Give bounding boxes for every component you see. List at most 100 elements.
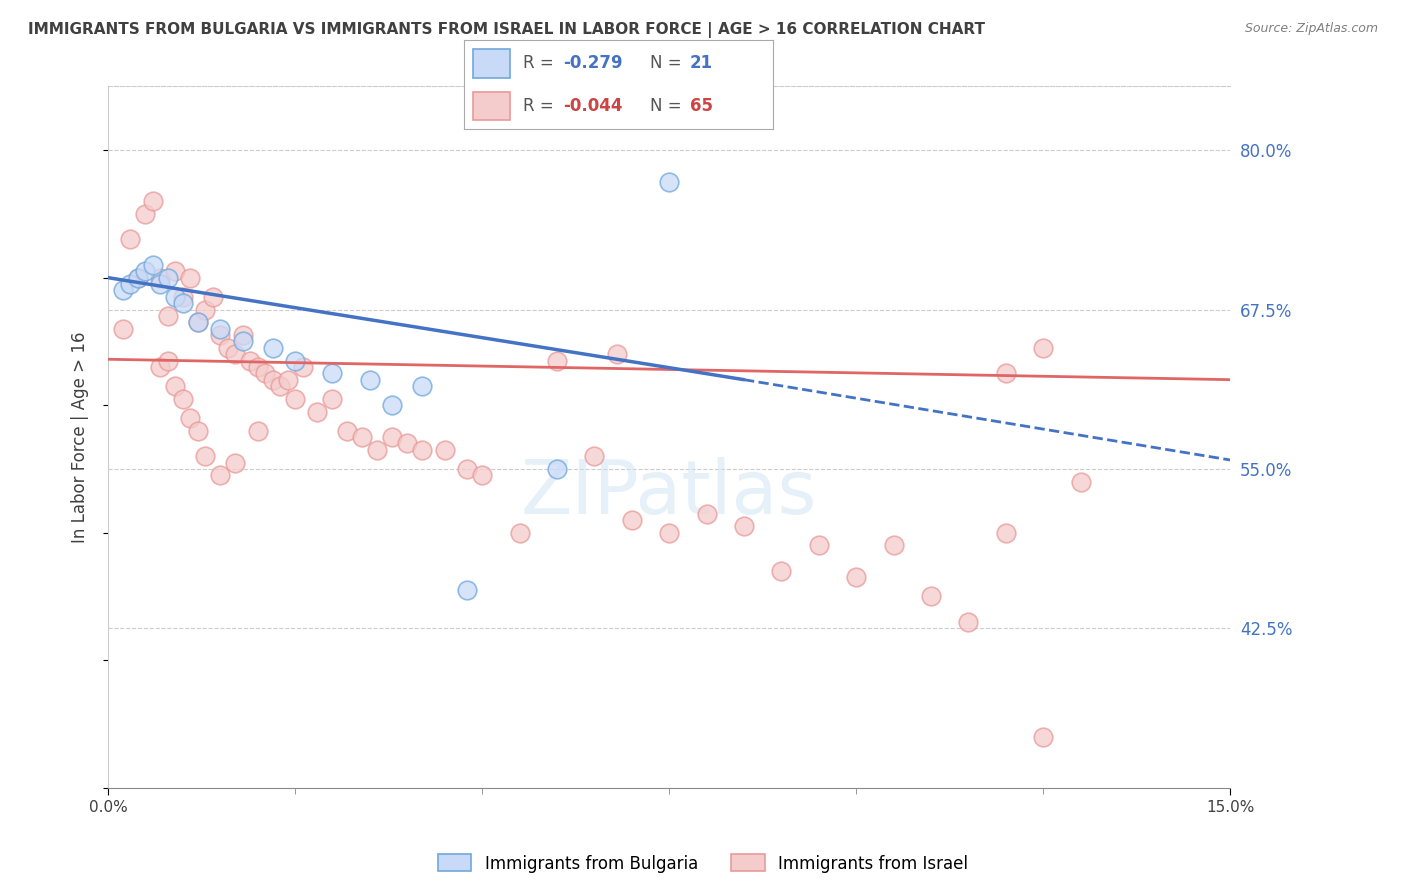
Point [224, 456, 246, 470]
Point [187, 315, 209, 329]
Text: 65: 65 [690, 96, 713, 115]
Point [217, 341, 239, 355]
Point [620, 513, 643, 527]
Point [411, 442, 433, 457]
Point [277, 373, 299, 387]
Point [284, 353, 307, 368]
Point [239, 353, 262, 368]
Point [142, 194, 165, 208]
Point [194, 302, 217, 317]
Point [433, 442, 456, 457]
Point [733, 519, 755, 533]
Point [209, 468, 232, 483]
Point [509, 525, 531, 540]
Point [156, 270, 179, 285]
Point [770, 564, 793, 578]
Point [127, 270, 149, 285]
Point [1032, 341, 1054, 355]
Point [165, 379, 187, 393]
Point [336, 424, 359, 438]
Point [172, 392, 194, 406]
Point [359, 373, 381, 387]
FancyBboxPatch shape [474, 49, 510, 78]
Point [179, 411, 201, 425]
Point [134, 207, 156, 221]
Point [156, 309, 179, 323]
Text: R =: R = [523, 54, 558, 72]
Point [1032, 730, 1054, 744]
Point [156, 353, 179, 368]
Point [269, 379, 291, 393]
Point [883, 538, 905, 552]
Point [291, 359, 314, 374]
Text: R =: R = [523, 96, 558, 115]
Point [187, 315, 209, 329]
Point [165, 264, 187, 278]
Point [172, 296, 194, 310]
Point [134, 264, 156, 278]
Point [120, 232, 142, 246]
Point [920, 590, 942, 604]
Point [165, 290, 187, 304]
Text: -0.279: -0.279 [562, 54, 623, 72]
Point [224, 347, 246, 361]
Point [127, 270, 149, 285]
Legend: Immigrants from Bulgaria, Immigrants from Israel: Immigrants from Bulgaria, Immigrants fro… [432, 847, 974, 880]
Point [307, 404, 329, 418]
Point [352, 430, 374, 444]
Point [658, 175, 681, 189]
Point [142, 258, 165, 272]
Point [546, 353, 568, 368]
Point [172, 290, 194, 304]
Point [201, 290, 224, 304]
Point [149, 277, 172, 291]
Point [321, 392, 343, 406]
Point [658, 525, 681, 540]
Text: ZIPatlas: ZIPatlas [522, 457, 817, 530]
Point [606, 347, 628, 361]
Point [246, 359, 269, 374]
Point [149, 270, 172, 285]
Point [366, 442, 388, 457]
Point [111, 321, 134, 335]
Point [262, 341, 284, 355]
Text: 21: 21 [690, 54, 713, 72]
Point [696, 507, 718, 521]
Point [209, 328, 232, 343]
Text: Source: ZipAtlas.com: Source: ZipAtlas.com [1244, 22, 1378, 36]
Point [456, 462, 478, 476]
Point [284, 392, 307, 406]
Point [381, 430, 404, 444]
Point [1070, 475, 1092, 489]
Text: -0.044: -0.044 [562, 96, 623, 115]
Point [321, 366, 343, 380]
Point [120, 277, 142, 291]
Point [149, 359, 172, 374]
Text: IMMIGRANTS FROM BULGARIA VS IMMIGRANTS FROM ISRAEL IN LABOR FORCE | AGE > 16 COR: IMMIGRANTS FROM BULGARIA VS IMMIGRANTS F… [28, 22, 986, 38]
Point [583, 449, 606, 463]
Point [957, 615, 980, 629]
Point [179, 270, 201, 285]
Point [994, 525, 1017, 540]
Point [246, 424, 269, 438]
Point [546, 462, 568, 476]
Point [456, 583, 478, 598]
Text: N =: N = [650, 96, 686, 115]
Text: N =: N = [650, 54, 686, 72]
Point [845, 570, 868, 584]
Point [807, 538, 830, 552]
Point [411, 379, 433, 393]
Point [209, 321, 232, 335]
Point [396, 436, 419, 450]
Point [262, 373, 284, 387]
Point [471, 468, 494, 483]
Point [232, 334, 254, 349]
FancyBboxPatch shape [474, 92, 510, 120]
Point [232, 328, 254, 343]
Point [381, 398, 404, 412]
Y-axis label: In Labor Force | Age > 16: In Labor Force | Age > 16 [72, 331, 89, 543]
Point [994, 366, 1017, 380]
Point [194, 449, 217, 463]
Point [187, 424, 209, 438]
Point [111, 284, 134, 298]
